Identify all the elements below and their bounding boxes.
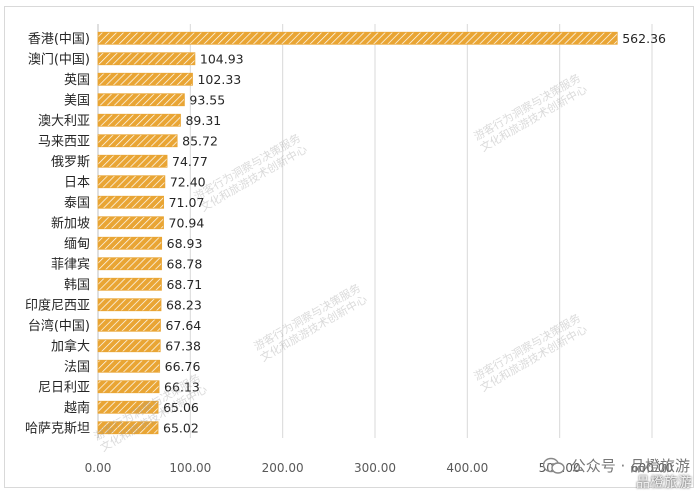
x-tick-label: 100.00: [169, 461, 211, 475]
category-label: 加拿大: [51, 338, 90, 354]
bar: [97, 257, 162, 271]
bar: [97, 52, 196, 66]
bar: [97, 421, 159, 435]
data-label: 68.93: [167, 236, 203, 251]
bar: [97, 195, 165, 209]
data-label: 562.36: [622, 31, 666, 46]
data-label: 65.06: [163, 400, 199, 415]
category-label: 马来西亚: [38, 134, 90, 149]
data-label: 68.71: [166, 277, 202, 292]
brand-sub: 品橙旅游: [636, 475, 692, 491]
data-label: 89.31: [185, 113, 221, 128]
x-tick-label: 200.00: [262, 461, 304, 475]
bar: [97, 113, 181, 127]
bar: [97, 31, 618, 45]
data-label: 66.76: [165, 359, 201, 374]
x-tick-label: 400.00: [446, 461, 488, 475]
data-label: 93.55: [189, 92, 225, 107]
category-label: 尼日利亚: [38, 380, 90, 395]
category-label: 印度尼西亚: [25, 297, 90, 313]
bar: [97, 298, 162, 312]
bar: [97, 277, 162, 291]
category-label: 缅甸: [64, 237, 90, 252]
brand-text: 公众号 · 品橙旅游: [570, 457, 690, 475]
category-label: 俄罗斯: [51, 155, 90, 170]
brand-badge: 公众号 · 品橙旅游: [542, 455, 690, 476]
x-tick-label: 0.00: [85, 461, 112, 475]
bar: [97, 72, 193, 86]
category-label: 韩国: [64, 278, 90, 293]
data-label: 74.77: [172, 154, 208, 169]
bar: [97, 318, 161, 332]
data-label: 71.07: [169, 195, 205, 210]
category-label: 法国: [64, 360, 90, 375]
category-label: 澳大利亚: [38, 113, 90, 129]
data-label: 72.40: [170, 174, 206, 189]
category-label: 菲律宾: [51, 256, 90, 272]
x-tick-label: 600.00: [631, 461, 673, 475]
category-label: 越南: [64, 400, 90, 416]
bar: [97, 216, 164, 230]
category-label: 新加坡: [51, 215, 90, 231]
data-label: 102.33: [197, 72, 241, 87]
category-label: 台湾(中国): [28, 318, 90, 334]
data-label: 104.93: [200, 51, 244, 66]
category-label: 美国: [64, 93, 90, 108]
category-label: 泰国: [64, 196, 90, 211]
data-label: 85.72: [182, 133, 218, 148]
wechat-icon: [542, 457, 565, 474]
category-label: 香港(中国): [28, 32, 90, 47]
bar: [97, 359, 161, 373]
category-label: 哈萨克斯坦: [25, 421, 90, 436]
data-label: 68.78: [167, 256, 203, 271]
bar: [97, 154, 168, 168]
data-label: 70.94: [169, 215, 205, 230]
category-label: 英国: [64, 73, 90, 88]
bar: [97, 93, 185, 107]
category-label: 日本: [64, 175, 90, 190]
bar: [97, 339, 161, 353]
data-label: 67.64: [165, 318, 201, 333]
x-tick-label: 300.00: [354, 461, 396, 475]
bar: [97, 400, 159, 414]
category-label: 澳门(中国): [28, 51, 90, 67]
data-label: 65.02: [163, 420, 199, 435]
bar: [97, 236, 163, 250]
data-label: 68.23: [166, 297, 202, 312]
bar: [97, 380, 160, 394]
bar: [97, 175, 166, 189]
data-label: 67.38: [165, 338, 201, 353]
data-label: 66.13: [164, 379, 200, 394]
bar: [97, 134, 178, 148]
